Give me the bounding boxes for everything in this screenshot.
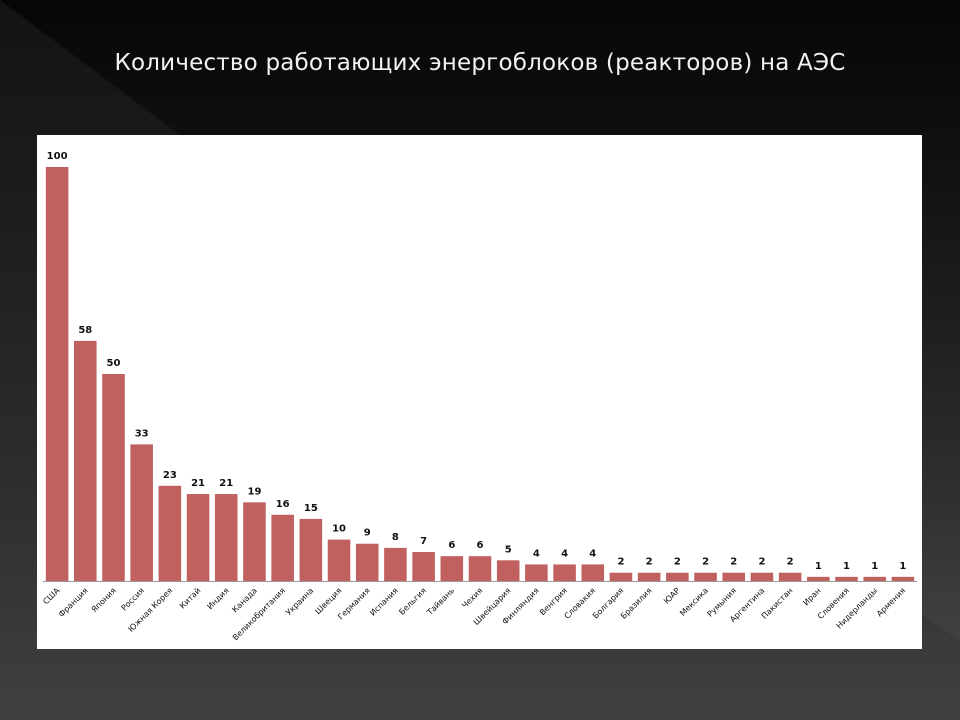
x-tick-label: Иран	[801, 586, 822, 607]
data-label: 33	[135, 428, 149, 439]
bar-23	[666, 572, 689, 581]
x-tick-label: Индия	[205, 586, 230, 611]
data-label: 1	[843, 561, 850, 572]
data-label: 100	[47, 151, 68, 162]
bar-16	[468, 556, 492, 581]
bar-14	[412, 552, 435, 581]
bar-20	[581, 564, 605, 581]
slide-title: Количество работающих энергоблоков (реак…	[114, 50, 846, 76]
data-label: 2	[674, 557, 681, 568]
bar-28	[807, 576, 830, 581]
data-label: 2	[702, 557, 709, 568]
bar-10	[299, 518, 323, 581]
x-tick-label: Украина	[284, 586, 315, 617]
data-label: 1	[899, 561, 906, 572]
bar-8	[243, 502, 266, 581]
bar-1	[45, 167, 69, 581]
data-label: 50	[107, 358, 121, 369]
bar-12	[355, 543, 379, 581]
bar-31	[891, 576, 915, 581]
x-tick-label: Испания	[368, 586, 400, 618]
bar-27	[778, 572, 802, 581]
bar-4	[130, 444, 153, 581]
bar-21	[609, 572, 633, 581]
x-tick-label: Франция	[57, 586, 90, 619]
bar-17	[496, 560, 520, 581]
data-label: 8	[392, 532, 399, 543]
bar-2	[74, 340, 97, 581]
x-tick-label: Япония	[90, 586, 118, 614]
data-label: 2	[646, 557, 653, 568]
x-tick-label: Китай	[178, 586, 202, 610]
x-tick-label: США	[41, 586, 62, 607]
x-tick-label: Армения	[875, 586, 907, 618]
data-label: 16	[276, 499, 290, 510]
data-label: 1	[871, 561, 878, 572]
bar-6	[186, 494, 210, 581]
data-label: 4	[533, 548, 540, 559]
bar-5	[158, 485, 182, 581]
x-tick-label: Тайвань	[425, 586, 457, 618]
chart-panel: 100 58 50 33 23 21 21 19 16 15 10 9 8 7 6 6 5 4 4 4 2 2 2 2 2 2 2 1…	[37, 135, 922, 649]
data-label: 10	[332, 524, 346, 535]
data-label: 4	[561, 548, 568, 559]
bar-22	[637, 572, 661, 581]
data-label: 21	[219, 478, 233, 489]
bar-9	[271, 514, 294, 581]
bar-11	[327, 539, 351, 581]
data-label: 6	[448, 540, 455, 551]
bars-group	[45, 167, 915, 581]
data-label: 2	[758, 557, 765, 568]
x-tick-label: Великобритания	[231, 586, 287, 642]
data-label: 1	[815, 561, 822, 572]
bar-3	[102, 374, 125, 581]
bar-13	[384, 547, 407, 581]
bar-30	[863, 576, 886, 581]
data-label: 15	[304, 503, 318, 514]
bar-25	[722, 572, 746, 581]
x-tick-label: Чехия	[460, 586, 484, 610]
data-label: 6	[477, 540, 484, 551]
x-tick-label: ЮАР	[662, 586, 682, 606]
x-tick-label: Россия	[120, 586, 147, 613]
data-label: 19	[247, 486, 261, 497]
data-label: 5	[505, 544, 512, 555]
bar-19	[553, 564, 576, 581]
bar-15	[440, 556, 464, 581]
bar-26	[750, 572, 774, 581]
data-label: 23	[163, 470, 177, 481]
data-label: 9	[364, 528, 371, 539]
bar-7	[214, 494, 238, 581]
bar-29	[835, 576, 858, 581]
data-label: 7	[420, 536, 427, 547]
bar-24	[694, 572, 717, 581]
x-tick-label: Бельгия	[397, 586, 428, 617]
data-label: 58	[78, 325, 92, 336]
bar-18	[525, 564, 548, 581]
data-label: 2	[787, 557, 794, 568]
x-tick-label: Канада	[230, 586, 258, 614]
data-label: 2	[730, 557, 737, 568]
data-label: 4	[589, 548, 596, 559]
data-label: 21	[191, 478, 205, 489]
data-label: 2	[617, 557, 624, 568]
